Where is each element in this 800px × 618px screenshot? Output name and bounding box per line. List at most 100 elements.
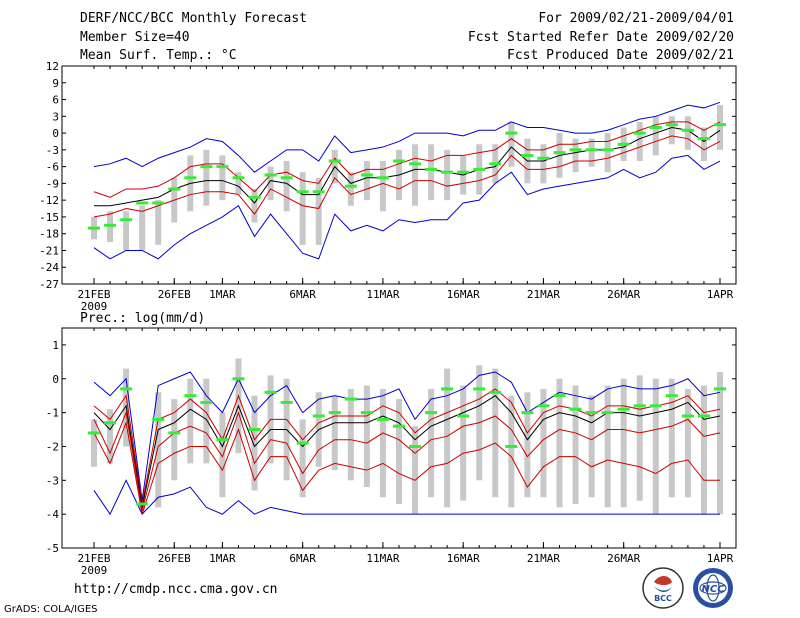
prec-xtick-label: 11MAR: [366, 552, 399, 565]
temp-ensemble-bar: [123, 211, 130, 251]
prec-median-marker: [168, 431, 181, 435]
prec-xtick-sublabel: 2009: [81, 564, 108, 577]
temp-median-marker: [360, 173, 373, 177]
prec-ensemble-bar: [652, 378, 659, 515]
prec-ensemble-bar: [428, 388, 435, 498]
prec-median-marker: [312, 414, 325, 418]
temp-median-marker: [136, 201, 149, 205]
temp-ytick-label: -12: [39, 194, 59, 207]
temp-median-marker: [697, 137, 710, 141]
grads-credit: GrADS: COLA/IGES: [4, 604, 98, 615]
temp-median-marker: [473, 167, 486, 171]
temp-series-mean: [94, 126, 721, 207]
temp-ensemble-bar: [636, 121, 643, 162]
temp-median-marker: [714, 123, 726, 127]
prec-ensemble-bar: [492, 368, 499, 498]
temp-ytick-label: 12: [46, 60, 59, 73]
temp-ensemble-bar: [652, 116, 659, 156]
prec-median-marker: [152, 417, 165, 421]
ncc-logo-text: NCC: [701, 584, 725, 595]
prec-series-min: [93, 479, 720, 516]
temp-ytick-label: 0: [52, 127, 59, 140]
temp-median-marker: [296, 190, 309, 194]
prec-ytick-label: -3: [46, 474, 59, 487]
prec-ensemble-bar: [363, 385, 370, 488]
prec-series-max: [93, 371, 721, 501]
temp-median-marker: [617, 142, 630, 146]
temp-ensemble-bar: [315, 177, 322, 245]
temp-median-marker: [505, 131, 518, 135]
temp-median-marker: [376, 176, 389, 180]
temp-ensemble-bar: [428, 144, 435, 201]
prec-xtick-label: 1MAR: [209, 552, 236, 565]
chart-title: DERF/NCC/BCC Monthly Forecast: [80, 11, 307, 26]
prec-median-marker: [360, 411, 373, 415]
prec-ytick-label: -1: [46, 407, 59, 420]
prec-ensemble-bar: [717, 372, 723, 515]
prec-median-marker: [425, 411, 438, 415]
prec-ensemble-bar: [395, 399, 402, 504]
temp-xtick-label: 26FEB: [158, 288, 191, 301]
forecast-start-date: Fcst Started Refer Date 2009/02/20: [467, 30, 734, 45]
temp-ensemble-bar: [235, 172, 242, 195]
prec-ytick-label: -4: [46, 508, 60, 521]
prec-median-marker: [665, 394, 678, 398]
prec-median-marker: [136, 502, 149, 506]
prec-median-marker: [184, 394, 197, 398]
temp-xtick-label: 21FEB: [77, 288, 110, 301]
prec-xtick-label: 21FEB: [77, 552, 110, 565]
prec-median-marker: [232, 377, 245, 381]
temp-ytick-label: 3: [52, 110, 59, 123]
prec-ensemble-bar: [540, 388, 547, 498]
temp-ytick-label: -18: [39, 228, 59, 241]
temp-ensemble-bar: [412, 144, 419, 206]
temp-ytick-label: -9: [46, 177, 59, 190]
temp-ensemble-bar: [684, 116, 691, 150]
prec-ytick-label: -5: [46, 542, 59, 555]
prec-ensemble-bar: [347, 388, 354, 481]
temp-median-marker: [392, 159, 405, 163]
prec-series-lower: [93, 410, 721, 511]
temp-median-marker: [88, 226, 100, 230]
prec-ensemble-bar: [524, 392, 531, 498]
temp-ytick-label: -27: [39, 278, 59, 291]
prec-median-marker: [328, 411, 341, 415]
prec-ensemble-bar: [700, 385, 707, 515]
temp-median-marker: [601, 148, 614, 152]
temp-xtick-label: 11MAR: [366, 288, 399, 301]
prec-median-marker: [553, 394, 566, 398]
prec-median-marker: [104, 421, 117, 425]
prec-median-marker: [280, 400, 293, 404]
source-url[interactable]: http://cmdp.ncc.cma.gov.cn: [74, 582, 278, 597]
prec-median-marker: [569, 407, 582, 411]
prec-ensemble-bar: [636, 375, 643, 501]
temp-ensemble-bar: [155, 200, 162, 245]
prec-xtick-label: 16MAR: [447, 552, 480, 565]
forecast-produced-date: Fcst Produced Date 2009/02/21: [507, 48, 734, 63]
prec-ensemble-bar: [91, 419, 97, 467]
temp-median-marker: [184, 176, 197, 180]
prec-median-marker: [489, 390, 502, 394]
prec-ensemble-bar: [171, 399, 178, 481]
prec-ensemble-bar: [684, 388, 691, 498]
temp-median-marker: [665, 123, 678, 127]
temp-series-max: [93, 101, 721, 173]
temp-median-marker: [312, 190, 325, 194]
prec-xtick-label: 21MAR: [527, 552, 560, 565]
prec-median-marker: [200, 400, 213, 404]
temp-ensemble-bar: [299, 172, 306, 245]
prec-median-marker: [296, 441, 309, 445]
prec-median-marker: [344, 397, 357, 401]
prec-median-marker: [392, 424, 405, 428]
prec-ensemble-bar: [299, 419, 306, 498]
temp-median-marker: [409, 162, 422, 166]
prec-median-marker: [88, 431, 100, 435]
prec-median-marker: [216, 438, 229, 442]
temp-ensemble-bar: [444, 149, 451, 201]
prec-ensemble-bar: [155, 392, 162, 508]
temp-xtick-label: 1MAR: [209, 288, 236, 301]
prec-median-marker: [441, 387, 454, 391]
